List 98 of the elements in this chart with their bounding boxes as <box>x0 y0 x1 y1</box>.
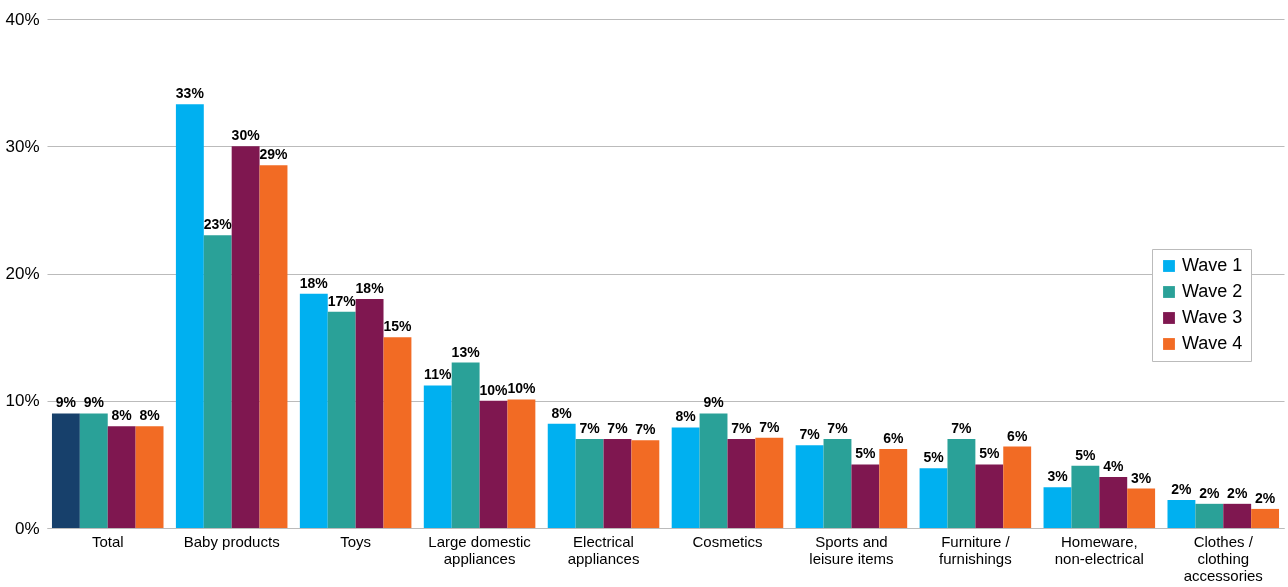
data-label: 5% <box>923 449 945 466</box>
bar <box>823 438 852 528</box>
data-label: 3% <box>1047 468 1069 485</box>
y-tick-label: 10% <box>5 391 40 411</box>
bar <box>547 423 576 528</box>
data-label: 8% <box>111 407 133 424</box>
legend-label: Wave 3 <box>1182 307 1243 327</box>
x-tick-label: Total <box>91 532 124 550</box>
data-label: 7% <box>579 419 601 436</box>
data-label: 5% <box>855 445 877 462</box>
bar <box>299 293 328 528</box>
bar <box>327 311 356 528</box>
x-tick-label: Sports and leisure items <box>809 532 894 567</box>
data-label: 2% <box>1199 484 1220 501</box>
x-tick-label: Baby products <box>183 532 280 550</box>
data-label: 18% <box>355 279 385 296</box>
data-label: 10% <box>507 380 536 397</box>
x-tick-label: Clothes / clothing accessories <box>1183 532 1263 584</box>
data-label: 15% <box>383 318 413 335</box>
bar <box>79 413 108 528</box>
bar <box>259 165 288 528</box>
data-label: 17% <box>327 292 357 309</box>
x-tick-label: Large domestic appliances <box>428 532 532 567</box>
data-label: 9% <box>703 394 725 411</box>
bar <box>1099 477 1128 528</box>
bar <box>671 427 700 528</box>
bar <box>355 298 384 528</box>
data-label: 9% <box>83 394 105 411</box>
data-label: 13% <box>451 343 481 360</box>
y-tick-label: 20% <box>5 264 40 283</box>
data-label: 6% <box>883 430 904 447</box>
bar <box>203 235 232 528</box>
bar <box>603 438 632 528</box>
bar <box>383 337 412 528</box>
bar <box>1195 503 1224 528</box>
data-label: 18% <box>299 274 329 291</box>
data-label: 11% <box>424 366 452 383</box>
data-label: 7% <box>759 418 780 435</box>
data-label: 29% <box>259 146 289 163</box>
data-label: 5% <box>1075 446 1097 463</box>
data-label: 8% <box>139 407 161 424</box>
bar <box>851 464 880 528</box>
bar <box>919 468 948 528</box>
bar <box>947 438 976 528</box>
bar <box>575 438 604 528</box>
data-label: 8% <box>675 408 697 425</box>
data-label: 7% <box>635 421 657 438</box>
legend-label: Wave 4 <box>1182 333 1243 353</box>
legend-label: Wave 2 <box>1182 281 1243 301</box>
bar <box>727 438 756 528</box>
bar <box>451 362 480 528</box>
bar <box>1251 508 1280 528</box>
bar <box>135 426 164 528</box>
data-label: 7% <box>951 419 973 436</box>
bar <box>699 413 728 528</box>
data-label: 7% <box>827 419 849 436</box>
y-tick-label: 30% <box>5 136 40 156</box>
data-label: 3% <box>1131 469 1152 486</box>
data-label: 7% <box>607 419 629 436</box>
data-label: 8% <box>551 404 573 421</box>
bar <box>631 440 660 528</box>
data-label: 9% <box>55 394 77 411</box>
bar <box>107 426 136 528</box>
x-tick-label: Furniture / furnishings <box>939 532 1012 567</box>
bar <box>1223 503 1252 528</box>
bar <box>975 464 1004 528</box>
bar <box>755 437 784 528</box>
bar <box>1043 487 1072 528</box>
data-label: 5% <box>979 445 1000 462</box>
bar <box>1071 465 1100 528</box>
x-tick-label: Cosmetics <box>692 532 763 550</box>
bar <box>51 413 80 528</box>
bar <box>1003 446 1032 528</box>
bar <box>479 400 508 528</box>
data-label: 2% <box>1254 489 1276 506</box>
data-label: 33% <box>175 85 205 102</box>
x-tick-label: Homeware, non-electrical <box>1054 532 1144 567</box>
bar <box>795 445 824 528</box>
bar <box>879 449 908 528</box>
data-label: 6% <box>1007 427 1028 444</box>
data-label: 23% <box>203 216 233 233</box>
bar <box>1167 500 1196 528</box>
y-tick-label: 40% <box>5 9 40 29</box>
bar <box>423 385 452 528</box>
bar <box>1127 488 1156 528</box>
data-label: 4% <box>1103 458 1124 475</box>
data-label: 2% <box>1227 484 1248 501</box>
data-label: 30% <box>231 127 261 144</box>
bar <box>507 399 536 528</box>
bar <box>175 104 204 528</box>
data-label: 2% <box>1171 481 1193 498</box>
bar <box>231 146 260 528</box>
legend-label: Wave 1 <box>1182 255 1243 275</box>
x-tick-label: Toys <box>340 532 372 550</box>
data-label: 7% <box>731 419 753 436</box>
x-tick-label: Electrical appliances <box>567 532 640 567</box>
data-label: 7% <box>799 426 821 443</box>
y-tick-label: 0% <box>14 518 40 538</box>
